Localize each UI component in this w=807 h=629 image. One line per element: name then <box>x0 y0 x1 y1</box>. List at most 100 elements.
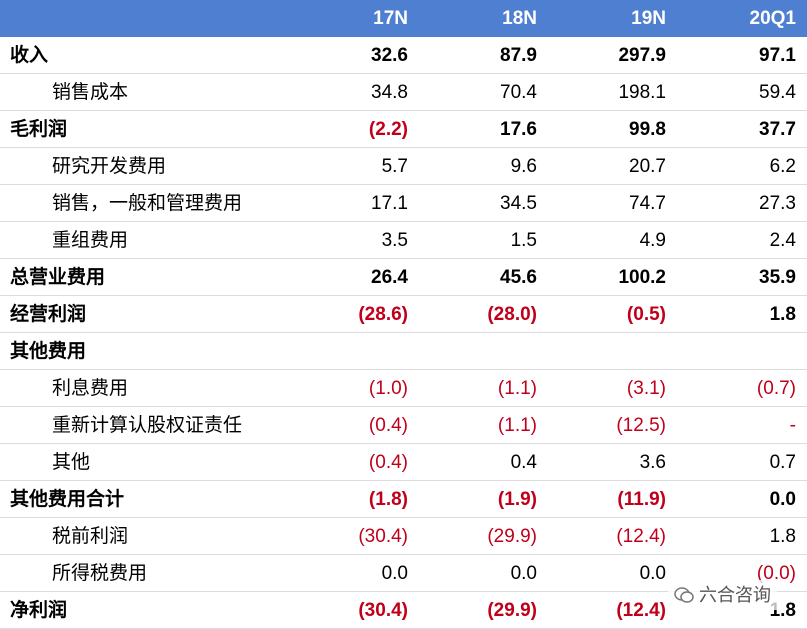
value-cell: (1.8) <box>368 489 408 510</box>
value-cell: 297.9 <box>618 45 666 66</box>
value-cell: 1.8 <box>769 304 796 325</box>
value-cell: 4.9 <box>639 230 666 251</box>
value-cell: (11.9) <box>617 489 666 510</box>
value-cell: (29.9) <box>487 600 537 621</box>
table-row: 利息费用 (1.0) (1.1) (3.1) (0.7) <box>0 370 807 407</box>
row-label: 毛利润 <box>10 119 68 140</box>
value-cell: (12.4) <box>616 526 666 547</box>
value-cell: 70.4 <box>500 82 537 103</box>
table-row: 税前利润 (30.4) (29.9) (12.4) 1.8 <box>0 518 807 555</box>
row-label: 税前利润 <box>52 526 129 547</box>
value-cell: - <box>789 415 796 436</box>
row-label: 净利润 <box>10 600 68 621</box>
value-cell: 0.0 <box>769 489 796 510</box>
value-cell: (3.1) <box>626 378 666 399</box>
row-label: 其他 <box>52 452 91 473</box>
table-row: 研究开发费用 5.7 9.6 20.7 6.2 <box>0 148 807 185</box>
watermark-text: 六合咨询 <box>699 585 771 605</box>
row-label: 销售成本 <box>52 82 129 103</box>
table-row: 其他费用合计 (1.8) (1.9) (11.9) 0.0 <box>0 481 807 518</box>
column-header: 19N <box>631 8 666 29</box>
value-cell: 9.6 <box>510 156 537 177</box>
watermark-icon <box>674 587 694 603</box>
value-cell: 34.8 <box>371 82 408 103</box>
value-cell: (30.4) <box>358 526 408 547</box>
value-cell: (0.7) <box>756 378 796 399</box>
value-cell: 5.7 <box>381 156 408 177</box>
table-row: 所得税费用 0.0 0.0 0.0 (0.0) <box>0 555 807 592</box>
value-cell: 59.4 <box>759 82 796 103</box>
value-cell: (28.0) <box>487 304 537 325</box>
value-cell: (1.1) <box>497 415 537 436</box>
value-cell: 99.8 <box>629 119 666 140</box>
value-cell: (28.6) <box>358 304 408 325</box>
table-row: 销售，一般和管理费用 17.1 34.5 74.7 27.3 <box>0 185 807 222</box>
row-label: 重新计算认股权证责任 <box>52 415 243 436</box>
value-cell: (30.4) <box>358 600 408 621</box>
row-label: 其他费用 <box>10 341 87 362</box>
watermark: 六合咨询 <box>668 580 777 610</box>
value-cell: 26.4 <box>371 267 408 288</box>
header-row: 17N 18N 19N 20Q1 <box>0 0 807 37</box>
value-cell: (0.4) <box>368 415 408 436</box>
value-cell: 74.7 <box>629 193 666 214</box>
row-label: 利息费用 <box>52 378 129 399</box>
value-cell: 0.0 <box>639 563 666 584</box>
value-cell: (0.4) <box>368 452 408 473</box>
table-row: 收入 32.6 87.9 297.9 97.1 <box>0 37 807 74</box>
value-cell: (2.2) <box>368 119 408 140</box>
value-cell: 1.5 <box>510 230 537 251</box>
row-label: 研究开发费用 <box>52 156 167 177</box>
value-cell: 17.1 <box>371 193 408 214</box>
column-header: 17N <box>373 8 408 29</box>
value-cell: (0.0) <box>756 563 796 584</box>
table-row: 经营利润 (28.6) (28.0) (0.5) 1.8 <box>0 296 807 333</box>
value-cell: 34.5 <box>500 193 537 214</box>
column-header: 20Q1 <box>749 8 796 29</box>
value-cell: 198.1 <box>618 82 666 103</box>
row-label: 收入 <box>10 45 49 66</box>
value-cell: 20.7 <box>629 156 666 177</box>
table-row: 其他费用 <box>0 333 807 370</box>
value-cell: 3.6 <box>639 452 666 473</box>
value-cell: 45.6 <box>500 267 537 288</box>
value-cell: 37.7 <box>759 119 796 140</box>
value-cell: 87.9 <box>500 45 537 66</box>
value-cell: (0.5) <box>626 304 666 325</box>
value-cell: 0.7 <box>769 452 796 473</box>
value-cell: (29.9) <box>487 526 537 547</box>
row-label: 其他费用合计 <box>10 489 125 510</box>
value-cell: 0.4 <box>510 452 537 473</box>
table-row: 毛利润 (2.2) 17.6 99.8 37.7 <box>0 111 807 148</box>
value-cell: 6.2 <box>769 156 796 177</box>
value-cell: 17.6 <box>500 119 537 140</box>
table-row: 销售成本 34.8 70.4 198.1 59.4 <box>0 74 807 111</box>
value-cell: 2.4 <box>769 230 796 251</box>
value-cell: 0.0 <box>381 563 408 584</box>
value-cell: 100.2 <box>618 267 666 288</box>
value-cell: (12.5) <box>616 415 666 436</box>
row-label: 经营利润 <box>10 304 87 325</box>
table-row: 重组费用 3.5 1.5 4.9 2.4 <box>0 222 807 259</box>
row-label: 销售，一般和管理费用 <box>52 193 243 214</box>
value-cell: 0.0 <box>510 563 537 584</box>
value-cell: (12.4) <box>616 600 666 621</box>
table-row: 其他 (0.4) 0.4 3.6 0.7 <box>0 444 807 481</box>
value-cell: 1.8 <box>769 526 796 547</box>
value-cell: (1.0) <box>368 378 408 399</box>
value-cell: (1.9) <box>497 489 537 510</box>
row-label: 重组费用 <box>52 230 129 251</box>
column-header: 18N <box>502 8 537 29</box>
value-cell: 32.6 <box>371 45 408 66</box>
value-cell: 35.9 <box>759 267 796 288</box>
row-label: 所得税费用 <box>52 563 148 584</box>
value-cell: 97.1 <box>759 45 796 66</box>
value-cell: (1.1) <box>497 378 537 399</box>
table-row: 重新计算认股权证责任 (0.4) (1.1) (12.5) - <box>0 407 807 444</box>
row-label: 总营业费用 <box>10 267 106 288</box>
value-cell: 3.5 <box>381 230 408 251</box>
value-cell: 27.3 <box>759 193 796 214</box>
table-row: 总营业费用 26.4 45.6 100.2 35.9 <box>0 259 807 296</box>
